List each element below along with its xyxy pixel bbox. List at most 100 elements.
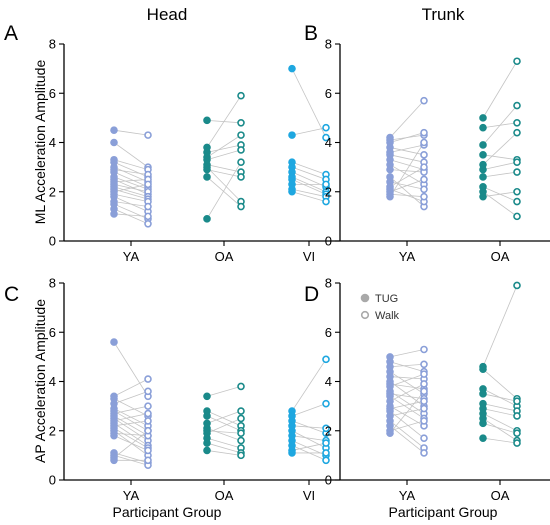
pair-line [291,403,327,417]
pair-line [389,144,425,153]
points-c-vi [288,355,330,465]
pair-line [291,430,327,449]
walk-point [420,138,428,147]
walk-point [322,123,330,132]
pair-line [482,368,518,400]
pair-line [389,361,425,373]
pair-line [206,169,242,178]
panel-d: D 0 2 4 6 8 YA OA VI [304,276,550,503]
walk-point [513,439,521,447]
walk-point [420,96,428,105]
walk-point [322,449,330,457]
pair-lines-d-oa [482,285,518,444]
x-axis-title-left: Participant Group [113,504,222,520]
walk-point [420,404,428,413]
walk-point [513,119,521,127]
walk-point [420,387,428,396]
x-tick-label-d-oa: OA [491,488,510,503]
legend-marker-walk [360,310,370,320]
pair-line [206,450,242,456]
points-c-ya [110,338,152,470]
walk-point [420,128,428,137]
pair-line [389,349,425,358]
pair-line [113,169,149,175]
walk-point [322,456,330,465]
panel-letter-c: C [4,283,19,306]
y-tick-label-a-4: 4 [49,135,56,150]
pair-line [482,191,518,198]
pair-line [113,430,149,459]
pair-line [113,201,149,207]
walk-point [513,412,521,420]
tug-point [479,165,487,174]
x-axis-title-right: Participant Group [389,504,498,520]
pair-line [482,418,518,441]
pair-line [206,164,242,173]
pair-line [389,371,425,395]
y-tick-label-c-8: 8 [49,276,56,291]
walk-point [144,402,152,410]
legend: TUG Walk [360,293,400,322]
x-tick-label-a-vi: VI [303,249,315,264]
tug-point [479,192,487,201]
walk-point [237,414,245,423]
walk-point [237,158,245,166]
pair-line [389,420,425,432]
tug-point [203,392,211,401]
pair-line [291,166,327,180]
walk-point [237,119,245,127]
walk-point [237,436,245,445]
pair-line [113,166,149,183]
pair-line [113,415,149,437]
pair-line [389,147,425,156]
walk-point [144,131,152,139]
pair-line [291,435,327,441]
walk-point [322,424,330,433]
pair-line [482,61,518,119]
pair-line [206,410,242,424]
pair-line [389,420,425,449]
walk-point [237,173,245,181]
walk-point [513,397,521,406]
y-tick-label-b-2: 2 [325,184,332,199]
x-tick-label-a-ya: YA [123,249,140,264]
walk-point [322,399,330,408]
walk-point [420,175,428,184]
walk-point [513,168,521,176]
tug-point [110,210,118,218]
tug-point [479,434,487,442]
walk-point [513,281,521,290]
y-tick-label-b-6: 6 [325,86,332,101]
pair-line [389,400,425,409]
tug-point [110,126,118,134]
walk-point [144,375,152,383]
tug-point [203,116,211,125]
legend-label-walk: Walk [375,310,400,322]
y-tick-label-a-8: 8 [49,37,56,52]
pair-lines-c-ya [113,341,149,466]
pair-line [389,395,425,419]
x-tick-label-c-ya: YA [123,488,140,503]
pair-line [206,95,242,148]
walk-point [144,180,152,189]
walk-point [144,426,152,435]
pair-line [113,378,149,397]
pair-line [482,161,518,170]
tug-point [479,390,487,398]
walk-point [144,409,152,418]
x-tick-label-c-oa: OA [215,488,234,503]
pair-line [291,161,327,175]
pair-line [113,142,149,168]
pair-line [113,203,149,220]
y-tick-label-c-4: 4 [49,374,56,389]
points-b-ya [386,96,428,211]
panel-letter-a: A [4,22,18,45]
walk-point [513,158,521,166]
pair-line [389,176,425,207]
tug-point [288,64,296,73]
pair-line [389,179,425,193]
pair-line [389,381,425,407]
points-a-vi [288,64,330,206]
y-tick-label-a-0: 0 [49,234,56,249]
tug-point [110,431,118,440]
